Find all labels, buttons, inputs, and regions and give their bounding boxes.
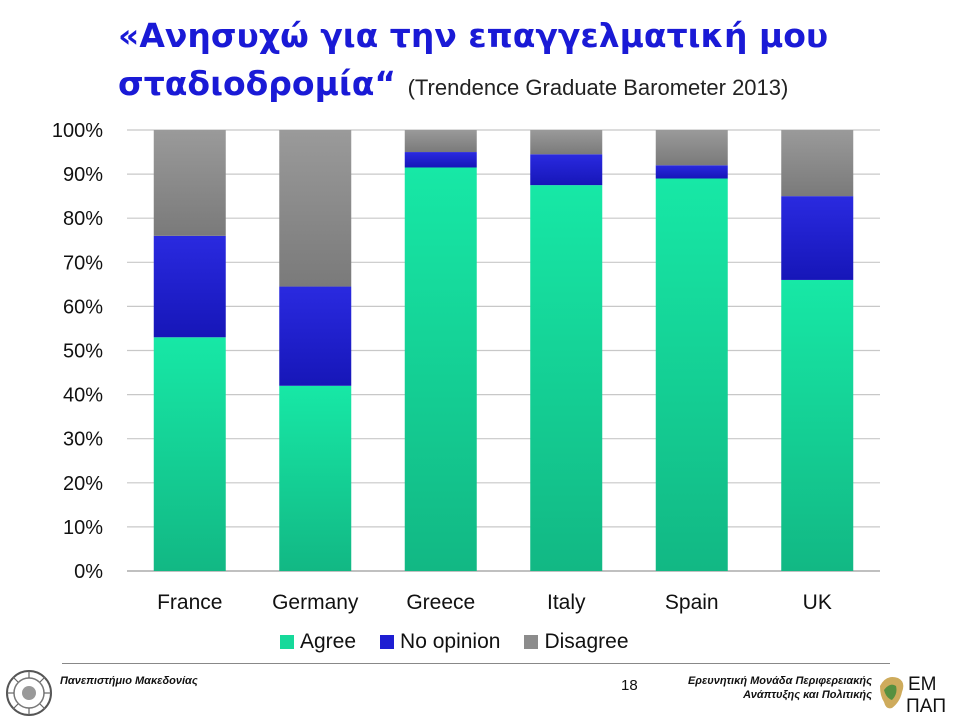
legend-item-disagree: Disagree [524,630,629,654]
y-tick-label: 40% [63,385,103,407]
x-category-label: Germany [272,591,359,614]
slide-title: «Ανησυχώ για την επαγγελματική μου σταδι… [118,12,938,112]
bar-disagree [404,130,477,153]
y-tick-label: 80% [63,208,103,230]
x-category-label: Greece [406,591,475,614]
stacked-bar-chart: 0% 10% 20% 30% 40% 50% 60% 70% 80% 90% 100% France… [52,120,880,614]
bar-agree [279,385,352,571]
bar-agree [655,178,728,571]
y-tick-label: 90% [63,164,103,186]
bar-no-opinion [781,196,854,280]
bars [153,130,854,572]
legend-label-disagree: Disagree [544,630,629,653]
y-tick-label: 100% [52,120,103,142]
legend-item-agree: Agree [280,630,356,654]
logo-text-top: ΕΜ [908,674,937,695]
footer-university: Πανεπιστήμιο Μακεδονίας [60,675,198,687]
bar-disagree [781,130,854,197]
footer-research-unit-line1: Ερευνητική Μονάδα Περιφερειακής [687,675,872,687]
y-tick-label: 10% [63,517,103,539]
page-number: 18 [621,677,638,694]
title-line-2-text: σταδιοδρομία“ [118,64,397,103]
y-tick-label: 70% [63,252,103,274]
footer-research-unit: Ερευνητική Μονάδα Περιφερειακής Ανάπτυξη… [640,674,872,702]
logo-text-bottom: ΠΑΠ [906,696,946,717]
x-axis-categories: France Germany Greece Italy Spain UK [157,591,832,614]
y-tick-label: 50% [63,341,103,363]
empap-logo-icon: ΕΜ ΠΑΠ [880,674,946,717]
y-axis-ticks: 0% 10% 20% 30% 40% 50% 60% 70% 80% 90% 100% [52,120,103,583]
y-tick-label: 30% [63,429,103,451]
title-line-2: σταδιοδρομία“ (Trendence Graduate Barome… [118,60,938,112]
x-category-label: Spain [665,591,719,614]
legend-label-no-opinion: No opinion [400,630,501,653]
university-seal-icon [6,670,52,716]
legend-swatch-no-opinion [380,635,395,649]
bar-disagree [153,130,226,236]
y-tick-label: 20% [63,473,103,495]
legend-swatch-agree [280,635,294,649]
bar-disagree [530,130,603,155]
legend: Agree No opinion Disagree [280,630,629,654]
bar-no-opinion [530,154,603,186]
bar-agree [530,185,603,571]
footer-divider [62,663,890,664]
bar-no-opinion [153,235,226,338]
y-tick-label: 60% [63,296,103,318]
legend-label-agree: Agree [300,630,357,653]
source-note: (Trendence Graduate Barometer 2013) [407,75,789,100]
legend-swatch-disagree [524,635,539,649]
x-category-label: UK [803,591,832,614]
bar-agree [404,167,477,572]
x-category-label: Italy [547,591,586,614]
gridlines [127,129,880,572]
bar-agree [153,337,226,571]
y-tick-label: 0% [74,561,103,583]
bar-disagree [279,130,352,287]
bar-no-opinion [279,286,352,386]
bar-agree [781,279,854,571]
title-line-1: «Ανησυχώ για την επαγγελματική μου [118,16,829,55]
bar-no-opinion [404,152,477,168]
x-category-label: France [157,591,222,614]
bar-no-opinion [655,165,728,179]
bar-disagree [655,130,728,166]
footer-research-unit-line2: Ανάπτυξης και Πολιτικής [743,689,872,701]
legend-item-no-opinion: No opinion [380,630,500,654]
